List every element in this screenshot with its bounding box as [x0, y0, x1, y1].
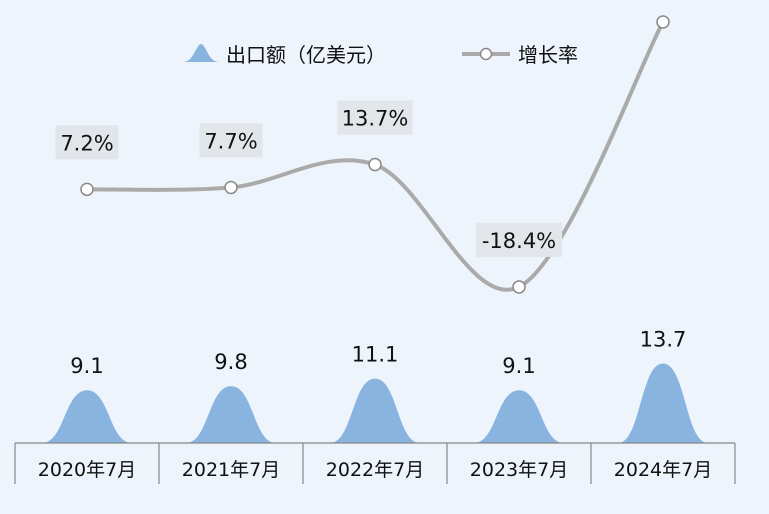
growth-point [512, 280, 526, 294]
legend-marker-swatch [479, 47, 493, 61]
export-value-label: 11.1 [352, 343, 399, 367]
export-bar [330, 378, 420, 443]
growth-label-box [475, 222, 563, 257]
legend: 出口额（亿美元） 增长率 [183, 43, 578, 67]
export-value-label: 13.7 [640, 328, 687, 352]
x-tick-label: 2023年7月 [470, 459, 568, 481]
legend-item-growth: 增长率 [462, 43, 578, 67]
growth-value-label: 13.7% [342, 107, 409, 131]
growth-value-label: 7.2% [60, 131, 113, 155]
growth-value-label: 7.7% [204, 129, 257, 153]
legend-label-growth: 增长率 [518, 43, 578, 67]
growth-line [85, 19, 665, 292]
export-value-label: 9.1 [502, 354, 535, 378]
export-value-label: 9.1 [70, 354, 103, 378]
export-bar [618, 363, 708, 443]
bars-layer: 9.1 9.8 11.1 9.1 13.7 [42, 328, 708, 443]
x-tick-label: 2021年7月 [182, 459, 280, 481]
growth-value-label: -18.4% [482, 229, 556, 253]
growth-label-box [55, 125, 119, 160]
x-axis: 2020年7月 2021年7月 2022年7月 2023年7月 2024年7月 [14, 442, 736, 484]
x-tick-label: 2024年7月 [614, 459, 712, 481]
legend-label-export: 出口额（亿美元） [226, 43, 386, 67]
x-tick-label: 2020年7月 [38, 459, 136, 481]
export-value-label: 9.8 [214, 350, 247, 374]
export-bar [186, 386, 276, 443]
x-tick-label: 2022年7月 [326, 459, 424, 481]
growth-label-box [337, 100, 413, 135]
legend-bell-swatch [183, 44, 219, 62]
growth-label-box [199, 123, 263, 158]
growth-point [656, 15, 670, 29]
export-bar [474, 390, 564, 443]
growth-point [224, 180, 238, 195]
export-bar [42, 390, 132, 443]
growth-line-layer: 7.2%7.7%13.7%-18.4%51.1% [55, 15, 670, 294]
growth-point [80, 182, 94, 197]
growth-point [368, 157, 382, 172]
legend-item-export: 出口额（亿美元） [183, 43, 386, 67]
